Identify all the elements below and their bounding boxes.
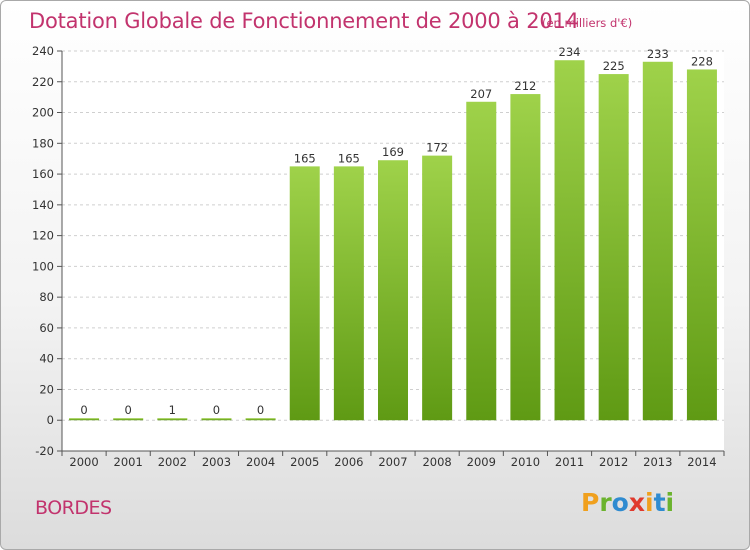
- data-label: 225: [603, 59, 625, 73]
- logo-letter: r: [599, 488, 612, 517]
- bar-series: [69, 60, 717, 421]
- x-tick-label: 2014: [687, 455, 716, 469]
- x-tick-label: 2004: [246, 455, 275, 469]
- x-tick-label: 2001: [114, 455, 143, 469]
- bar-2003: [201, 418, 232, 421]
- data-label: 172: [426, 141, 448, 155]
- bar-2001: [113, 418, 144, 421]
- y-tick-label: 180: [32, 136, 54, 150]
- x-tick-label: 2002: [158, 455, 187, 469]
- bar-2000: [69, 418, 100, 421]
- axes: [61, 51, 724, 452]
- data-label: 0: [213, 403, 220, 417]
- logo-letter: i: [645, 488, 654, 517]
- bar-2005: [289, 166, 320, 421]
- data-label: 0: [80, 403, 87, 417]
- y-tick-label: -20: [35, 444, 54, 458]
- y-tick-label: 100: [32, 259, 54, 273]
- logo-letter: i: [665, 488, 675, 517]
- bar-2008: [422, 155, 453, 421]
- bar-2009: [466, 101, 497, 421]
- x-axis-tick-labels: 2000 2001 2002 2003 2004 2005 2006 2007 2008 2009…: [69, 455, 716, 469]
- bar-2011: [554, 60, 585, 421]
- data-label: 0: [257, 403, 264, 417]
- x-tick-label: 2007: [378, 455, 407, 469]
- data-label: 212: [514, 79, 536, 93]
- data-label: 165: [294, 151, 316, 165]
- bar-2007: [378, 160, 408, 421]
- data-label: 1: [169, 403, 176, 417]
- y-tick-label: 80: [39, 290, 54, 304]
- x-tick-label: 2005: [290, 455, 319, 469]
- bar-2002: [157, 418, 188, 421]
- data-label: 234: [559, 45, 581, 59]
- x-tick-label: 2010: [511, 455, 540, 469]
- logo-letter: P: [581, 488, 600, 517]
- chart-title: Dotation Globale de Fonctionnement de 20…: [29, 9, 579, 33]
- bar-2014: [686, 69, 717, 421]
- bar-2006: [333, 166, 364, 421]
- logo-letter: o: [611, 488, 629, 517]
- data-label: 233: [647, 47, 669, 61]
- y-tick-label: 0: [47, 413, 54, 427]
- y-tick-label: 60: [39, 321, 54, 335]
- y-tick-label: 160: [32, 167, 54, 181]
- bar-2010: [510, 94, 541, 421]
- logo-letter: x: [628, 488, 645, 517]
- bar-2004: [245, 418, 276, 421]
- data-label: 207: [470, 87, 492, 101]
- y-tick-label: 120: [32, 229, 54, 243]
- bar-2013: [642, 61, 673, 421]
- y-tick-label: 240: [32, 44, 54, 58]
- proxiti-logo: Proxiti: [581, 488, 674, 517]
- x-tick-label: 2003: [202, 455, 231, 469]
- commune-name: BORDES: [35, 497, 112, 519]
- y-tick-label: 200: [32, 106, 54, 120]
- data-labels: 0 0 1 0 0 165 165 169 172 207 212 234 225 233 228: [80, 45, 713, 417]
- x-tick-label: 2008: [422, 455, 451, 469]
- data-label: 165: [338, 151, 360, 165]
- y-tick-label: 20: [39, 382, 54, 396]
- data-label: 0: [125, 403, 132, 417]
- y-tick-label: 220: [32, 75, 54, 89]
- y-tick-label: 140: [32, 198, 54, 212]
- x-tick-label: 2013: [643, 455, 672, 469]
- x-tick-label: 2000: [69, 455, 98, 469]
- data-label: 169: [382, 145, 404, 159]
- x-tick-label: 2011: [555, 455, 584, 469]
- y-tick-label: 40: [39, 352, 54, 366]
- x-tick-label: 2006: [334, 455, 363, 469]
- y-axis-tick-labels: -20 0 20 40 60 80 100 120 140 160 180 200 220 240: [32, 44, 54, 458]
- x-tick-label: 2009: [467, 455, 496, 469]
- chart-subtitle: (en milliers d'€): [542, 16, 633, 30]
- x-tick-label: 2012: [599, 455, 628, 469]
- logo-letter: t: [653, 488, 666, 517]
- bar-2012: [598, 74, 629, 421]
- data-label: 228: [691, 54, 713, 68]
